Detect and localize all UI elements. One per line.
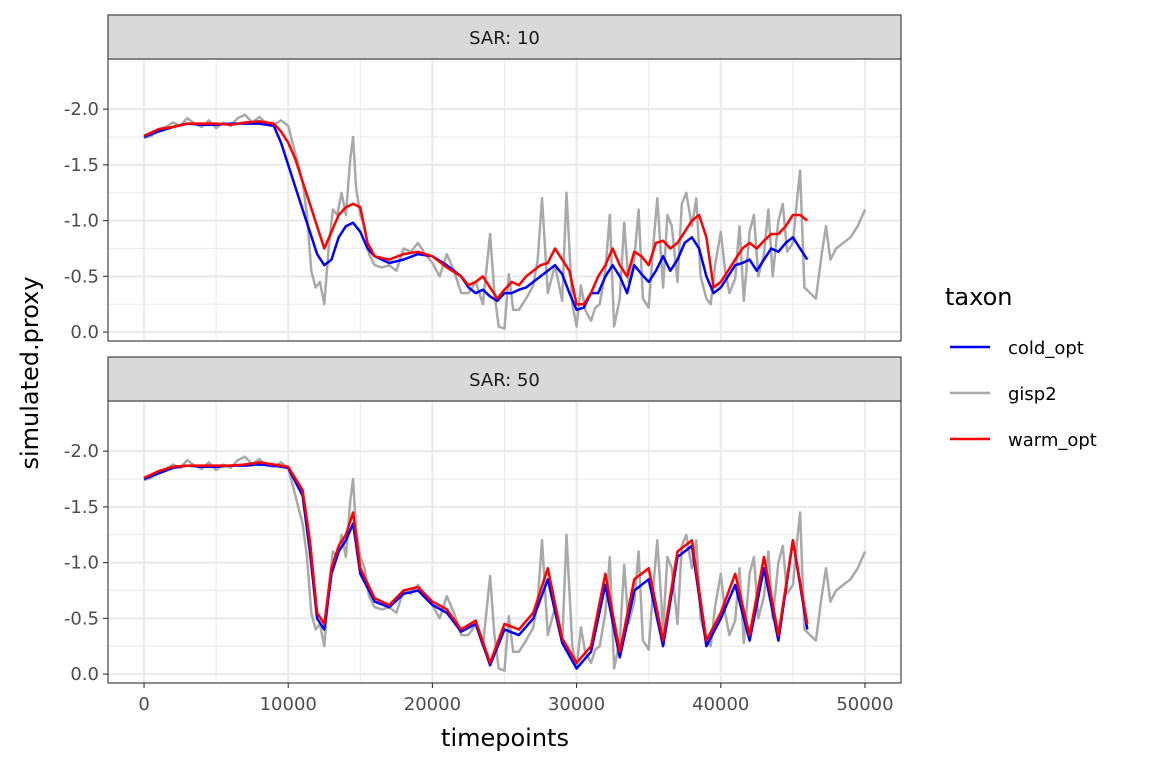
strip-background [107,14,902,60]
series-line-warm-opt [143,120,809,306]
y-tick-label: -2.0 [64,99,99,120]
strip-background [107,356,902,402]
x-tick-label: 0 [138,694,149,715]
y-tick-label: -1.0 [64,211,99,232]
y-tick-label: -2.0 [64,441,99,462]
legend-item-warm-opt: warm_opt [950,430,1097,451]
x-tick-label: 20000 [404,694,461,715]
y-tick-label: -0.5 [64,266,99,287]
y-tick-label: -1.0 [64,553,99,574]
strip-label: SAR: 50 [469,370,540,391]
panel-2: SAR: 50 0.0 -0.5 -1.0 -1.5 -2.0 [64,356,902,685]
legend-items: cold_opt gisp2 warm_opt [950,338,1097,451]
legend-label: warm_opt [1008,430,1097,451]
x-tick-label: 40000 [692,694,749,715]
series-line-cold-opt [143,463,809,670]
legend-label: gisp2 [1008,384,1057,405]
series-group [143,455,867,672]
legend-item-gisp2: gisp2 [950,384,1057,405]
x-axis-title: timepoints [441,724,569,752]
legend-item-cold-opt: cold_opt [950,338,1084,359]
panel-1: SAR: 10 0.0 -0.5 -1.0 -1.5 -2.0 [64,14,902,343]
x-tick-label: 10000 [260,694,317,715]
x-axis: 0 10000 20000 30000 40000 50000 [138,683,894,715]
y-tick-label: -0.5 [64,608,99,629]
y-tick-label: -1.5 [64,497,99,518]
x-tick-label: 30000 [548,694,605,715]
legend-label: cold_opt [1008,338,1084,359]
legend-title: taxon [945,283,1012,311]
series-line-warm-opt [143,461,809,665]
legend: taxon cold_opt gisp2 warm_opt [945,283,1097,451]
panels: SAR: 10 0.0 -0.5 -1.0 -1.5 -2.0 SAR: 50 0.0 -0.5… [64,14,902,685]
y-tick-label: -1.5 [64,155,99,176]
x-tick-label: 50000 [836,694,893,715]
series-line-cold-opt [143,122,809,312]
series-group [143,113,867,330]
series-line-gisp2 [143,455,867,672]
y-tick-label: 0.0 [70,664,99,685]
y-axis-title: simulated.proxy [16,276,44,469]
y-tick-label: 0.0 [70,322,99,343]
strip-label: SAR: 10 [469,28,540,49]
